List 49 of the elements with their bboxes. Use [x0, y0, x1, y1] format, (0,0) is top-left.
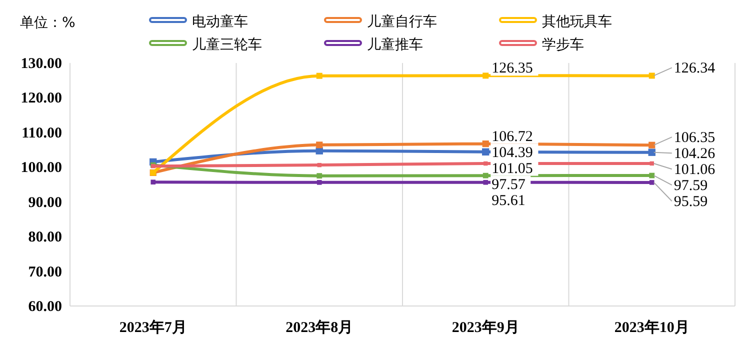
point — [648, 148, 656, 156]
data-label: 95.61 — [492, 192, 526, 209]
legend-label: 学步车 — [542, 37, 584, 53]
x-tick-label: 2023年10月 — [614, 319, 690, 336]
point — [316, 180, 322, 185]
x-tick-label: 2023年9月 — [452, 319, 520, 336]
data-label: 106.35 — [674, 130, 716, 146]
point — [648, 142, 656, 148]
data-label: 126.35 — [492, 60, 533, 77]
data-label: 101.06 — [674, 162, 716, 178]
y-tick-label: 80.00 — [28, 230, 62, 246]
data-label: 104.26 — [674, 146, 716, 162]
legend-label: 儿童推车 — [367, 37, 423, 53]
point — [482, 148, 490, 156]
x-tick-label: 2023年7月 — [119, 319, 187, 336]
point — [483, 180, 488, 185]
point — [482, 172, 488, 178]
data-label: 97.57 — [492, 176, 526, 193]
data-label: 95.59 — [674, 194, 708, 210]
y-tick-label: 130.00 — [20, 56, 62, 72]
point — [648, 72, 655, 79]
x-tick-label: 2023年8月 — [286, 319, 354, 336]
y-tick-label: 100.00 — [20, 160, 62, 176]
point — [482, 72, 489, 79]
data-label: 126.34 — [674, 60, 716, 77]
y-tick-label: 120.00 — [20, 90, 62, 107]
data-label: 104.39 — [492, 144, 533, 161]
point — [650, 161, 654, 166]
y-tick-label: 70.00 — [28, 264, 62, 280]
point — [482, 140, 489, 148]
point — [484, 161, 488, 166]
legend-label: 电动童车 — [192, 14, 248, 30]
legend-label: 儿童自行车 — [367, 14, 437, 30]
y-tick-label: 110.00 — [22, 125, 62, 142]
data-label: 101.05 — [492, 160, 533, 177]
point — [316, 173, 322, 179]
y-tick-label: 60.00 — [28, 299, 62, 315]
point — [316, 142, 323, 148]
data-label: 106.72 — [492, 128, 533, 145]
point — [150, 180, 156, 184]
legend-label: 其他玩具车 — [542, 14, 612, 30]
legend-label: 儿童三轮车 — [192, 37, 262, 53]
data-label: 97.59 — [674, 178, 708, 194]
point — [649, 172, 655, 178]
y-axis-title: 单位：% — [20, 15, 76, 31]
point — [317, 162, 322, 168]
point — [316, 72, 322, 79]
point — [649, 180, 654, 185]
y-tick-label: 90.00 — [28, 194, 62, 211]
